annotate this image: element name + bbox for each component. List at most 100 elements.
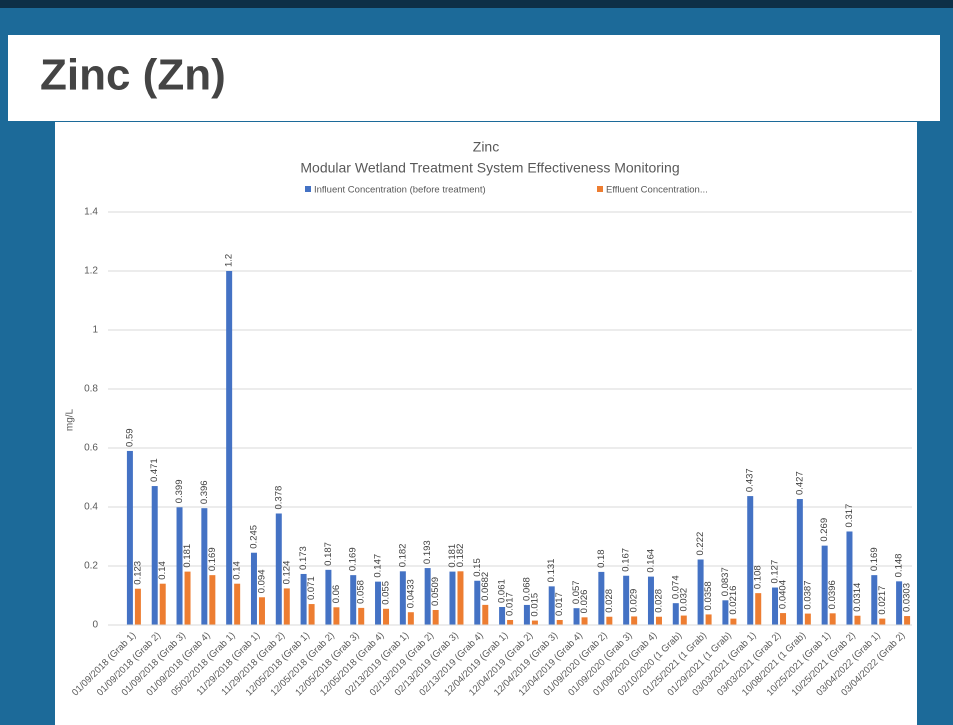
bar (358, 607, 365, 625)
bar (176, 507, 183, 625)
value-label: 0.0217 (877, 586, 888, 615)
value-label: 0.094 (256, 569, 267, 593)
value-label: 0.437 (745, 468, 756, 492)
value-label: 0.068 (521, 577, 532, 601)
value-label: 0.147 (373, 554, 384, 578)
value-label: 0.124 (281, 561, 292, 585)
bar (226, 271, 233, 625)
bar (531, 620, 538, 625)
value-label: 0.017 (554, 592, 565, 616)
bar (350, 575, 357, 625)
value-label: 0.058 (356, 580, 367, 604)
bar (796, 499, 803, 625)
value-label: 0.131 (546, 559, 557, 583)
value-label: 0.181 (447, 544, 458, 568)
bar (424, 568, 431, 625)
bar (383, 608, 390, 625)
value-label: 0.0837 (720, 567, 731, 596)
legend-label: Influent Concentration (before treatment… (314, 185, 486, 196)
value-label: 0.0216 (728, 586, 739, 615)
bar (573, 608, 580, 625)
value-label: 0.0396 (827, 580, 838, 609)
bar (209, 575, 216, 625)
bar (457, 571, 464, 625)
value-label: 0.123 (132, 561, 143, 585)
chart-subtitle: Modular Wetland Treatment System Effecti… (300, 160, 679, 176)
bar (300, 573, 307, 625)
value-label: 0.222 (695, 532, 706, 556)
bar (333, 607, 340, 625)
value-label: 0.181 (182, 544, 193, 568)
legend-label: Effluent Concentration... (606, 185, 708, 196)
value-label: 0.108 (753, 565, 764, 589)
value-label: 0.187 (323, 542, 334, 566)
y-tick-label: 0.6 (84, 443, 98, 454)
bar (126, 450, 133, 625)
value-label: 0.0303 (902, 583, 913, 612)
bar (449, 571, 456, 625)
y-tick-label: 0 (92, 620, 98, 631)
y-tick-label: 1.4 (84, 207, 98, 218)
bar (234, 583, 241, 625)
bar (432, 609, 439, 625)
value-label: 0.06 (331, 585, 342, 604)
value-label: 0.074 (670, 575, 681, 599)
value-label: 0.028 (604, 589, 615, 613)
value-label: 0.317 (844, 504, 855, 528)
bar (854, 615, 861, 625)
bar (821, 545, 828, 625)
bar (623, 575, 630, 625)
value-label: 0.015 (529, 593, 540, 617)
value-label: 0.18 (596, 549, 607, 568)
value-label: 0.164 (645, 549, 656, 573)
value-label: 0.269 (819, 518, 830, 542)
bar (151, 486, 158, 625)
bar (474, 580, 481, 625)
title-box (8, 35, 940, 121)
value-label: 0.0404 (778, 580, 789, 609)
bar (879, 618, 886, 625)
value-label: 0.029 (629, 589, 640, 613)
value-label: 0.182 (455, 544, 466, 568)
bar (283, 588, 290, 625)
bar (896, 581, 903, 625)
y-tick-label: 0.2 (84, 561, 98, 572)
value-label: 0.0682 (480, 572, 491, 601)
bar (134, 588, 141, 625)
value-label: 0.14 (232, 561, 243, 580)
bar (705, 614, 712, 625)
bar (548, 586, 555, 625)
bar (655, 616, 662, 625)
value-label: 0.173 (298, 546, 309, 570)
bar (697, 559, 704, 625)
value-label: 0.471 (149, 458, 160, 482)
value-label: 0.0433 (405, 579, 416, 608)
bar (325, 569, 332, 625)
bar (904, 616, 911, 625)
value-label: 0.0358 (703, 581, 714, 610)
bar (201, 508, 208, 625)
bar (871, 575, 878, 625)
bar (672, 603, 679, 625)
y-tick-label: 1.2 (84, 266, 98, 277)
value-label: 0.127 (770, 560, 781, 584)
y-tick-label: 0.4 (84, 502, 98, 513)
bar (250, 552, 257, 625)
y-tick-label: 1 (92, 325, 98, 336)
bar (804, 613, 811, 625)
slide-title: Zinc (Zn) (40, 51, 226, 100)
value-label: 0.061 (497, 579, 508, 603)
value-label: 0.427 (794, 471, 805, 495)
bar (722, 600, 729, 625)
value-label: 0.14 (157, 561, 168, 580)
value-label: 0.169 (348, 547, 359, 571)
y-axis-label: mg/L (65, 408, 76, 431)
bar (747, 496, 754, 625)
bar (184, 571, 191, 625)
value-label: 0.396 (199, 480, 210, 504)
bar (846, 531, 853, 625)
value-label: 0.0509 (430, 577, 441, 606)
bar (482, 604, 489, 625)
bar (507, 619, 514, 625)
